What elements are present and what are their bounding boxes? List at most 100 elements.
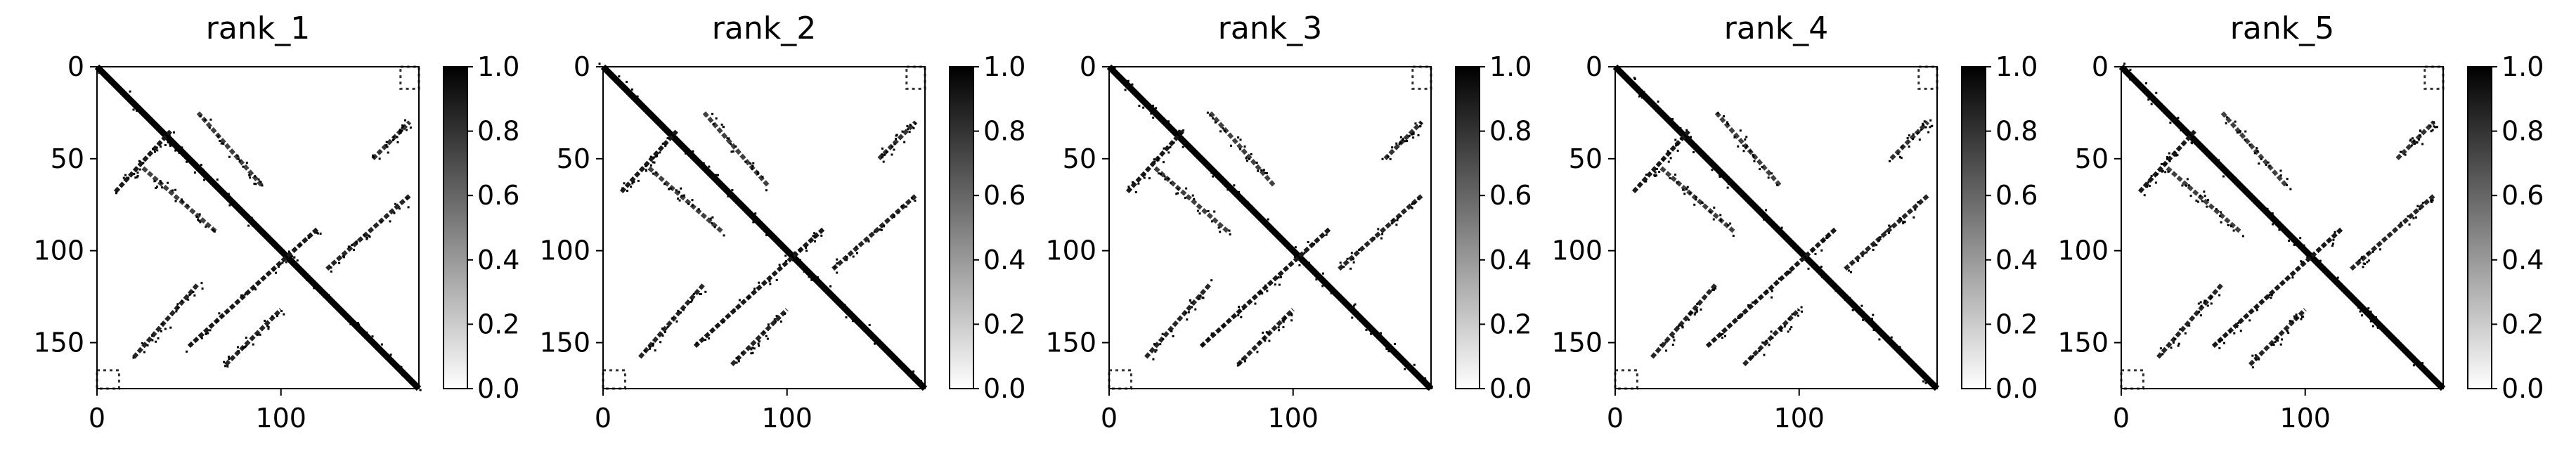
contact-speck: [2218, 346, 2221, 349]
contact-speck: [98, 72, 101, 74]
contact-speck: [1179, 132, 1182, 135]
contact-speck: [1321, 279, 1324, 282]
contact-speck: [1914, 208, 1917, 211]
contact-speck: [650, 115, 653, 117]
contact-speck: [2258, 162, 2260, 165]
contact-speck: [1681, 188, 1684, 191]
contact-speck: [219, 139, 221, 142]
contact-speck: [777, 240, 780, 243]
colorbar-tick-label: 1.0: [477, 51, 519, 82]
contact-speck: [711, 222, 713, 225]
contact-speck: [1169, 145, 1172, 148]
heatmap-cells: [2118, 63, 2446, 391]
contact-speck: [1671, 117, 1674, 120]
contact-speck: [734, 145, 737, 148]
contact-speck: [792, 259, 795, 261]
contact-speck: [306, 278, 309, 281]
contact-speck: [908, 131, 911, 134]
contact-speck: [756, 172, 759, 175]
contact-speck: [135, 109, 138, 112]
contact-speck: [1673, 339, 1676, 342]
contact-speck: [1303, 252, 1306, 254]
contact-speck: [911, 197, 914, 200]
contact-speck: [891, 153, 893, 156]
colorbar: [2467, 66, 2492, 389]
contact-speck: [306, 276, 309, 279]
contact-speck: [146, 344, 149, 346]
contact-speck: [2360, 257, 2363, 260]
contact-speck: [181, 299, 183, 302]
contact-speck: [883, 153, 886, 156]
contact-speck: [280, 310, 283, 313]
contact-speck: [1726, 123, 1729, 126]
contact-speck: [122, 176, 125, 179]
contact-speck: [1927, 376, 1929, 379]
contact-speck: [1664, 341, 1667, 344]
contact-speck: [281, 261, 284, 264]
contact-speck: [1890, 336, 1893, 339]
contact-speck: [198, 169, 200, 171]
contact-speck: [1388, 345, 1391, 348]
contact-speck: [1645, 180, 1648, 183]
contact-speck: [715, 117, 718, 120]
contact-speck: [732, 150, 734, 153]
contact-speck: [1236, 364, 1239, 367]
panel-title: rank_4: [1724, 11, 1828, 46]
contact-speck: [676, 197, 679, 200]
contact-speck: [164, 131, 167, 134]
contact-speck: [652, 172, 654, 175]
contact-band: [141, 166, 219, 234]
contact-speck: [1395, 223, 1398, 226]
contact-speck: [1821, 275, 1824, 278]
contact-speck: [1131, 181, 1134, 183]
contact-speck: [1787, 330, 1789, 333]
contact-speck: [711, 216, 714, 219]
contact-speck: [836, 301, 839, 304]
contact-speck: [316, 232, 319, 235]
contact-speck: [405, 129, 408, 131]
contact-speck: [1685, 136, 1688, 139]
contact-speck: [893, 216, 895, 219]
heatmap-cells: [94, 64, 422, 391]
contact-speck: [1723, 115, 1726, 117]
contact-speck: [1771, 296, 1773, 299]
contact-speck: [2147, 181, 2150, 183]
contact-band: [2211, 227, 2344, 349]
contact-speck: [2148, 185, 2151, 188]
contact-speck: [1834, 290, 1837, 292]
contact-speck: [1304, 259, 1307, 262]
contact-speck: [1380, 237, 1383, 240]
contact-speck: [2196, 200, 2199, 203]
contact-speck: [907, 372, 910, 375]
contact-speck: [1352, 261, 1355, 264]
contact-speck: [1676, 181, 1679, 184]
contact-speck: [1210, 332, 1213, 335]
contact-speck: [1729, 222, 1732, 225]
contact-speck: [757, 342, 760, 345]
contact-speck: [1229, 144, 1232, 147]
contact-speck: [259, 333, 261, 336]
contact-speck: [1324, 280, 1327, 283]
contact-speck: [2256, 150, 2259, 152]
contact-speck: [1131, 83, 1134, 86]
contact-speck: [1352, 307, 1355, 310]
contact-speck: [401, 124, 404, 127]
contact-speck: [2414, 143, 2416, 145]
y-tick-label: 150: [539, 327, 590, 358]
contact-speck: [1768, 217, 1771, 220]
contact-speck: [2301, 248, 2304, 251]
contact-speck: [1685, 138, 1688, 141]
contact-speck: [672, 134, 675, 136]
contact-speck: [751, 351, 754, 354]
contact-speck: [2154, 181, 2157, 184]
contact-speck: [404, 119, 407, 122]
contact-speck: [1753, 160, 1756, 162]
contact-speck: [400, 365, 403, 368]
colorbar-tick-label: 0.8: [1995, 116, 2038, 147]
contact-speck: [1680, 138, 1683, 141]
contact-speck: [1177, 188, 1179, 190]
contact-speck: [1237, 196, 1240, 199]
contact-speck: [1350, 306, 1352, 309]
contact-speck: [368, 235, 371, 238]
contact-speck: [1389, 157, 1392, 160]
